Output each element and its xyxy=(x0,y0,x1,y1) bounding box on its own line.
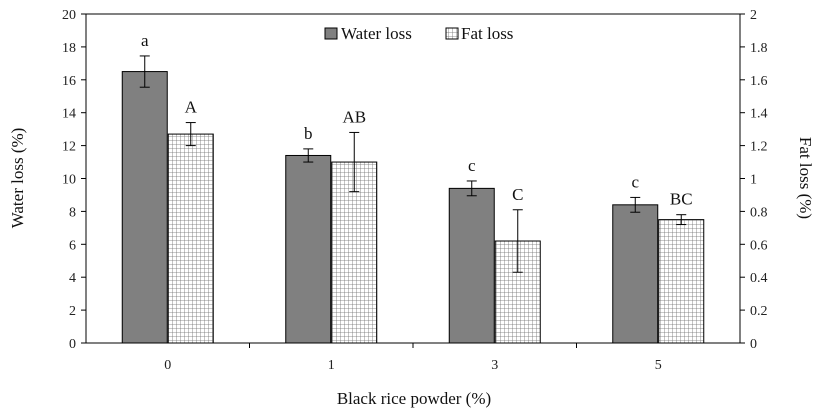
y-tick-label-left: 20 xyxy=(62,8,76,23)
bar-fat-loss xyxy=(658,219,705,344)
x-tick-label: 5 xyxy=(655,358,662,373)
significance-label-fat-loss: BC xyxy=(670,190,693,209)
legend: Water loss Fat loss xyxy=(324,24,513,43)
bar-water-loss xyxy=(612,204,659,344)
y-tick-label-right: 0.8 xyxy=(750,205,768,220)
x-tick-label: 0 xyxy=(164,358,171,373)
bars: a Ab AB c Cc BC xyxy=(121,31,705,344)
y-tick-label-left: 4 xyxy=(69,271,76,286)
significance-label-water-loss: a xyxy=(141,31,149,50)
y-axis-title-right: Fat loss (%) xyxy=(796,137,815,219)
x-tick-label: 3 xyxy=(491,358,498,373)
bar-fat-loss xyxy=(167,133,214,344)
x-tick-label: 1 xyxy=(328,358,335,373)
y-tick-label-right: 1.8 xyxy=(750,41,768,56)
y-tick-label-right: 1 xyxy=(750,173,757,188)
y-tick-label-left: 10 xyxy=(62,173,76,188)
y-tick-label-right: 0.2 xyxy=(750,304,768,319)
y-tick-label-right: 1.4 xyxy=(750,107,768,122)
y-tick-label-left: 6 xyxy=(69,238,76,253)
bar-water-loss xyxy=(448,187,495,344)
x-axis-title: Black rice powder (%) xyxy=(337,389,491,408)
legend-label-water-loss: Water loss xyxy=(341,24,412,43)
bar-water-loss xyxy=(121,71,168,344)
y-tick-label-left: 12 xyxy=(62,140,76,155)
y-axis-left: 0 2 4 6 8 10 12 14 16 18 20 xyxy=(62,8,86,352)
significance-label-water-loss: b xyxy=(304,124,313,143)
y-tick-label-left: 14 xyxy=(62,107,76,122)
y-tick-label-right: 0.4 xyxy=(750,271,768,286)
y-axis-right: 0 0.2 0.4 0.6 0.8 1 1.2 1.4 1.6 1.8 2 xyxy=(740,8,768,352)
legend-swatch-water-loss xyxy=(324,27,338,40)
y-tick-label-left: 2 xyxy=(69,304,76,319)
y-tick-label-right: 1.2 xyxy=(750,140,768,155)
bar-fat-loss xyxy=(331,161,378,344)
y-axis-title-left: Water loss (%) xyxy=(8,128,27,229)
significance-label-fat-loss: A xyxy=(185,98,198,117)
y-tick-label-left: 8 xyxy=(69,205,76,220)
legend-swatch-fat-loss xyxy=(445,27,459,40)
significance-label-water-loss: c xyxy=(468,156,476,175)
x-axis: 0 1 3 5 xyxy=(164,343,662,373)
y-tick-label-right: 2 xyxy=(750,8,757,23)
y-tick-label-left: 0 xyxy=(69,337,76,352)
significance-label-fat-loss: AB xyxy=(342,107,366,126)
y-tick-label-right: 1.6 xyxy=(750,74,768,89)
legend-label-fat-loss: Fat loss xyxy=(461,24,513,43)
y-tick-label-left: 16 xyxy=(62,74,76,89)
significance-label-fat-loss: C xyxy=(512,185,523,204)
bar-water-loss xyxy=(285,154,332,344)
y-tick-label-left: 18 xyxy=(62,41,76,56)
y-tick-label-right: 0.6 xyxy=(750,238,768,253)
y-tick-label-right: 0 xyxy=(750,337,757,352)
significance-label-water-loss: c xyxy=(631,172,639,191)
